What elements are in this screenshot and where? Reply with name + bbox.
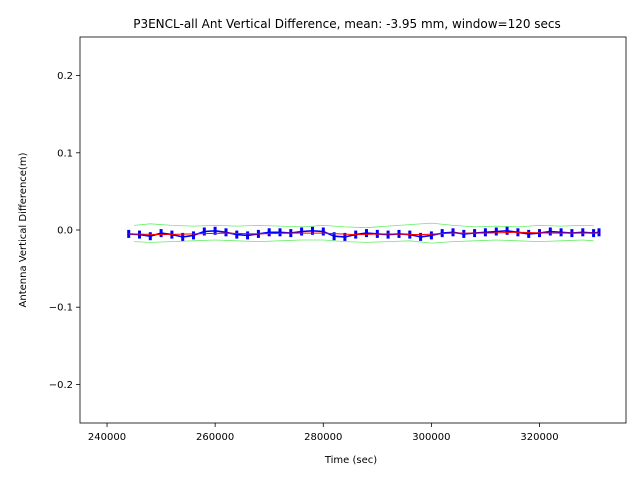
raw-point	[581, 228, 585, 237]
raw-point	[451, 228, 455, 237]
raw-point	[159, 229, 163, 238]
y-tick-label: 0.2	[57, 71, 73, 82]
series-line-lower	[134, 239, 594, 244]
raw-point	[597, 228, 601, 237]
raw-point	[343, 232, 347, 241]
series-line-mean	[128, 231, 599, 236]
x-tick-label: 240000	[88, 432, 126, 443]
raw-point	[429, 231, 433, 240]
chart-title: P3ENCL-all Ant Vertical Difference, mean…	[133, 17, 561, 31]
y-tick-label: 0.0	[57, 226, 73, 237]
raw-point	[483, 228, 487, 237]
raw-point	[365, 229, 368, 238]
raw-point	[332, 232, 336, 241]
y-axis-label: Antenna Vertical Difference(m)	[18, 152, 29, 307]
raw-point	[386, 230, 390, 239]
raw-point	[181, 232, 185, 241]
y-tick-label: 0.1	[57, 148, 73, 159]
series-layer	[127, 222, 601, 244]
series-line-upper	[134, 222, 594, 229]
x-tick-label: 260000	[196, 432, 234, 443]
raw-point	[235, 230, 239, 239]
x-tick-label: 280000	[304, 432, 342, 443]
x-axis: 240000 260000 280000 300000 320000	[88, 423, 559, 443]
y-tick-label: −0.2	[49, 380, 73, 391]
x-tick-label: 320000	[520, 432, 558, 443]
raw-point	[494, 227, 498, 236]
raw-point	[148, 232, 152, 241]
raw-point	[192, 231, 195, 240]
x-axis-label: Time (sec)	[324, 455, 377, 466]
raw-point	[527, 229, 531, 238]
raw-point	[213, 226, 217, 235]
x-tick-label: 300000	[412, 432, 450, 443]
y-axis: −0.2 −0.1 0.0 0.1 0.2	[49, 71, 80, 391]
raw-point	[419, 232, 423, 241]
raw-point	[321, 227, 325, 236]
raw-point	[505, 226, 509, 235]
raw-point	[278, 228, 282, 237]
raw-point	[559, 228, 563, 237]
raw-point	[462, 229, 466, 238]
raw-point	[300, 227, 304, 236]
raw-point	[267, 228, 271, 237]
raw-point	[246, 231, 250, 240]
y-tick-label: −0.1	[49, 303, 73, 314]
raw-point	[224, 228, 228, 237]
raw-point	[548, 227, 552, 236]
raw-point	[202, 227, 206, 236]
raw-point	[311, 226, 314, 235]
